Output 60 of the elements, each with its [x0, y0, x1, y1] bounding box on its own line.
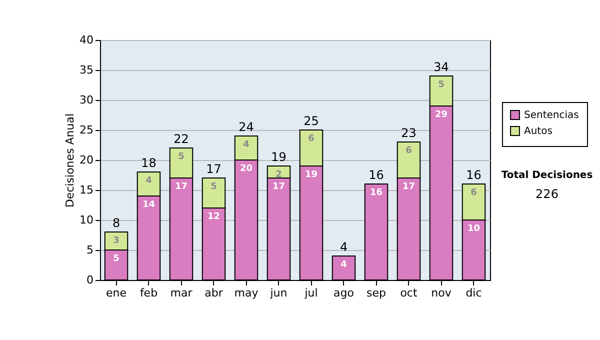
data-label: 19	[304, 170, 318, 180]
y-tick-label: 0	[86, 274, 94, 286]
legend-label: Sentencias	[524, 110, 579, 121]
total-label: 34	[434, 60, 449, 74]
x-tick-label: nov	[431, 286, 452, 300]
legend-label: Autos	[524, 126, 552, 137]
total-label: 24	[238, 120, 254, 134]
data-label: 5	[210, 182, 217, 192]
total-label: 16	[368, 168, 384, 182]
y-tick-label: 10	[80, 214, 94, 226]
x-tick-label: abr	[204, 286, 224, 300]
text: 226	[534, 187, 560, 201]
x-tick-label: ene	[106, 286, 127, 300]
x-tick-label: jul	[304, 286, 318, 300]
data-label: 4	[243, 140, 250, 150]
x-tick-label: oct	[400, 286, 418, 300]
total-label: 18	[141, 156, 156, 170]
y-tick-label: 30	[80, 94, 94, 106]
x-tick-label: sep	[366, 286, 386, 300]
data-label: 5	[113, 254, 120, 264]
y-tick-label: 35	[80, 64, 94, 76]
data-label: 3	[113, 236, 120, 246]
data-label: 17	[402, 182, 416, 192]
total-label: 4	[340, 240, 348, 254]
y-tick-label: 20	[80, 154, 94, 166]
total-label: 23	[401, 126, 416, 140]
data-label: 6	[308, 134, 314, 144]
data-label: 17	[174, 182, 188, 192]
data-label: 4	[340, 260, 347, 270]
data-label: 16	[370, 188, 383, 198]
total-label: 19	[271, 150, 286, 164]
y-tick-label: 5	[86, 244, 94, 256]
y-axis-title: Decisiones Anual	[64, 113, 77, 208]
data-label: 14	[142, 200, 156, 210]
y-tick-label: 40	[80, 34, 94, 46]
data-label: 6	[406, 146, 412, 156]
x-tick-label: mar	[170, 286, 193, 300]
x-tick-label: feb	[140, 286, 158, 300]
x-tick-label: dic	[466, 286, 482, 300]
data-label: 20	[240, 164, 253, 174]
text: Total Decisiones	[500, 170, 594, 181]
y-tick-label: 15	[80, 184, 94, 196]
x-tick-label: ago	[334, 286, 354, 300]
data-label: 6	[470, 188, 477, 198]
data-label: 5	[178, 152, 184, 162]
total-label: 8	[112, 216, 120, 230]
total-label: 25	[304, 114, 319, 128]
total-label: 17	[206, 162, 222, 176]
data-label: 29	[434, 110, 448, 120]
data-label: 4	[146, 176, 152, 186]
total-label: 16	[466, 168, 482, 182]
data-label: 2	[276, 170, 282, 180]
data-label: 5	[438, 80, 444, 90]
x-tick-label: may	[234, 286, 259, 300]
x-tick-label: jun	[269, 286, 288, 300]
y-tick-label: 25	[80, 124, 94, 136]
data-label: 10	[467, 224, 480, 234]
data-label: 12	[207, 212, 220, 222]
total-label: 22	[174, 132, 189, 146]
data-label: 17	[272, 182, 286, 192]
